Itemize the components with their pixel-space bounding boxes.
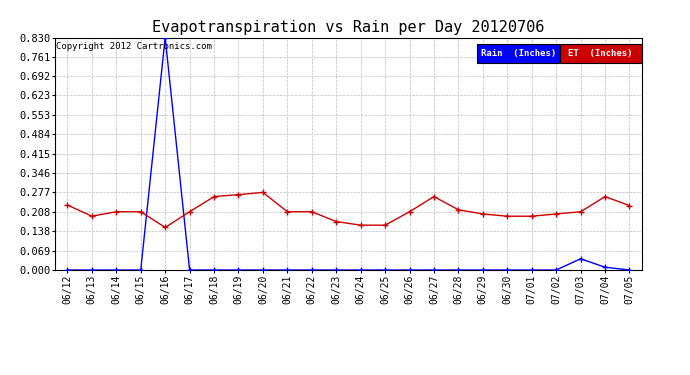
FancyBboxPatch shape bbox=[477, 45, 560, 63]
FancyBboxPatch shape bbox=[560, 45, 642, 63]
Text: ET  (Inches): ET (Inches) bbox=[569, 49, 633, 58]
Title: Evapotranspiration vs Rain per Day 20120706: Evapotranspiration vs Rain per Day 20120… bbox=[152, 20, 544, 35]
Text: Copyright 2012 Cartronics.com: Copyright 2012 Cartronics.com bbox=[57, 42, 213, 51]
Text: Rain  (Inches): Rain (Inches) bbox=[481, 49, 556, 58]
